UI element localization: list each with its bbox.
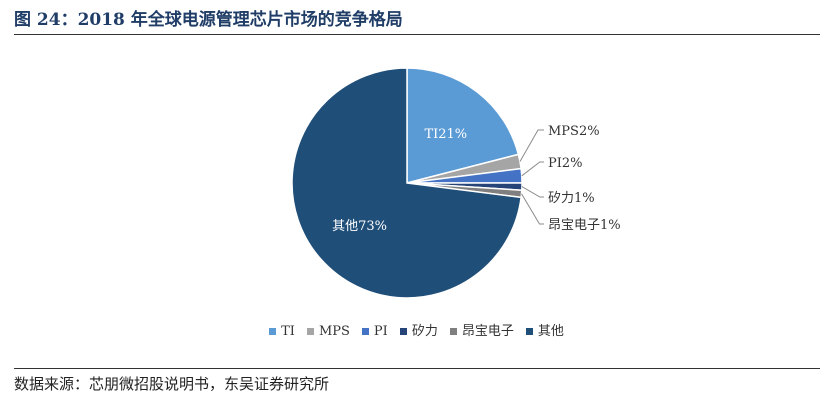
pie-slices bbox=[291, 67, 523, 299]
legend-swatch-2 bbox=[361, 328, 369, 335]
legend-swatch-4 bbox=[449, 328, 457, 335]
legend-item-1: MPS bbox=[306, 324, 350, 339]
legend-item-5: 其他 bbox=[525, 320, 564, 339]
pie-slice-0 bbox=[406, 67, 520, 184]
legend-label-5: 其他 bbox=[537, 324, 564, 339]
legend-label-2: PI bbox=[373, 324, 388, 339]
data-label-2: PI2% bbox=[548, 156, 583, 171]
leader-line-1 bbox=[519, 129, 544, 162]
legend-label-4: 昂宝电子 bbox=[461, 324, 514, 339]
legend-label-1: MPS bbox=[318, 324, 350, 339]
data-label-5: 其他73% bbox=[332, 219, 387, 234]
data-label-4: 昂宝电子1% bbox=[548, 218, 621, 233]
figure-title: 图 24：2018 年全球电源管理芯片市场的竞争格局 bbox=[14, 10, 403, 30]
legend-swatch-5 bbox=[525, 328, 533, 335]
leader-lines bbox=[519, 129, 544, 225]
legend-swatch-1 bbox=[306, 328, 314, 335]
leader-line-3 bbox=[521, 186, 544, 198]
legend-label-0: TI bbox=[281, 324, 295, 339]
data-label-0: TI21% bbox=[424, 127, 467, 142]
leader-line-2 bbox=[521, 161, 544, 177]
chart-legend: TI MPS PI 矽力 昂宝电子 其他 bbox=[0, 320, 833, 339]
legend-item-0: TI bbox=[269, 324, 295, 339]
leader-line-4 bbox=[521, 193, 544, 225]
data-labels: TI21% MPS2% PI2% 矽力1% 昂宝电子1% 其他73% bbox=[332, 124, 620, 234]
legend-item-4: 昂宝电子 bbox=[449, 320, 514, 339]
data-label-3: 矽力1% bbox=[548, 191, 595, 206]
legend-item-3: 矽力 bbox=[399, 320, 438, 339]
source-note: 数据来源：芯朋微招股说明书，东吴证券研究所 bbox=[14, 375, 330, 393]
pie-slice-5 bbox=[291, 67, 522, 299]
legend-item-2: PI bbox=[361, 324, 388, 339]
data-label-1: MPS2% bbox=[548, 124, 600, 139]
legend-label-3: 矽力 bbox=[411, 324, 438, 339]
legend-swatch-0 bbox=[269, 328, 277, 335]
legend-swatch-3 bbox=[399, 328, 407, 335]
title-rule bbox=[14, 34, 820, 35]
source-rule bbox=[14, 368, 820, 369]
